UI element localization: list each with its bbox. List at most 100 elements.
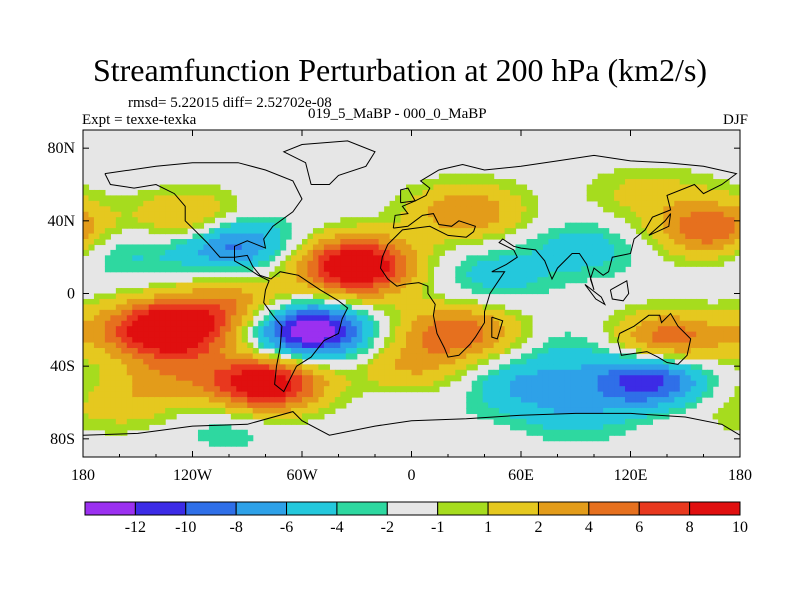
field-cell — [110, 369, 117, 376]
field-cell — [597, 249, 604, 256]
field-cell — [499, 337, 506, 344]
field-cell — [707, 309, 714, 316]
field-cell — [274, 353, 281, 360]
field-cell — [619, 260, 626, 267]
field-cell — [219, 326, 226, 333]
field-cell — [608, 397, 615, 404]
field-cell — [373, 233, 380, 240]
field-cell — [225, 380, 232, 387]
field-cell — [247, 277, 254, 284]
field-cell — [564, 413, 571, 420]
field-cell — [734, 206, 740, 213]
field-cell — [581, 369, 588, 376]
field-cell — [619, 413, 626, 420]
field-cell — [318, 244, 325, 251]
field-cell — [230, 413, 237, 420]
field-cell — [526, 206, 533, 213]
field-cell — [104, 326, 111, 333]
field-cell — [619, 249, 626, 256]
field-cell — [449, 195, 456, 202]
field-cell — [690, 189, 697, 196]
field-cell — [663, 304, 670, 311]
field-cell — [345, 277, 352, 284]
field-cell — [400, 282, 407, 289]
field-cell — [548, 228, 555, 235]
field-cell — [542, 348, 549, 355]
field-cell — [395, 320, 402, 327]
field-cell — [510, 402, 517, 409]
field-cell — [165, 402, 172, 409]
field-cell — [718, 304, 725, 311]
field-cell — [531, 249, 539, 256]
field-cell — [630, 386, 637, 393]
field-cell — [214, 380, 221, 387]
field-cell — [384, 233, 391, 240]
field-cell — [641, 337, 648, 344]
field-cell — [548, 233, 555, 240]
field-cell — [455, 358, 462, 365]
field-cell — [203, 200, 210, 207]
field-cell — [444, 217, 451, 224]
field-cell — [389, 233, 396, 240]
field-cell — [707, 315, 714, 322]
field-cell — [674, 222, 681, 229]
field-cell — [690, 342, 697, 349]
field-cell — [203, 293, 210, 300]
field-cell — [302, 288, 309, 295]
field-cell — [176, 211, 183, 218]
field-cell — [466, 255, 473, 262]
field-cell — [285, 255, 292, 262]
field-cell — [126, 309, 133, 316]
field-cell — [729, 309, 736, 316]
field-cell — [652, 304, 659, 311]
field-cell — [143, 418, 150, 425]
field-cell — [208, 195, 215, 202]
field-cell — [263, 337, 270, 344]
colorbar-label: -6 — [280, 519, 293, 536]
field-cell — [635, 228, 643, 235]
field-cell — [619, 173, 626, 180]
field-cell — [559, 255, 566, 262]
field-cell — [723, 309, 730, 316]
field-cell — [570, 342, 577, 349]
field-cell — [646, 315, 653, 322]
field-cell — [646, 326, 653, 333]
field-cell — [515, 320, 522, 327]
field-cell — [219, 348, 226, 355]
field-cell — [110, 255, 117, 262]
field-cell — [515, 386, 522, 393]
field-cell — [460, 173, 467, 180]
field-cell — [274, 266, 281, 273]
field-cell — [208, 233, 215, 240]
field-cell — [143, 211, 150, 218]
field-cell — [307, 282, 314, 289]
field-cell — [187, 239, 194, 246]
field-cell — [384, 260, 391, 267]
field-cell — [99, 304, 106, 311]
field-cell — [187, 380, 194, 387]
field-cell — [652, 189, 659, 196]
field-cell — [597, 189, 604, 196]
field-cell — [422, 337, 429, 344]
field-cell — [531, 402, 539, 409]
field-cell — [236, 304, 243, 311]
field-cell — [537, 288, 544, 295]
field-cell — [225, 391, 232, 398]
field-cell — [466, 211, 473, 218]
field-cell — [192, 244, 199, 251]
field-cell — [564, 228, 571, 235]
field-cell — [296, 348, 303, 355]
field-cell — [258, 298, 265, 305]
field-cell — [104, 369, 111, 376]
field-cell — [192, 326, 199, 333]
field-cell — [718, 413, 725, 420]
field-cell — [296, 255, 303, 262]
field-cell — [247, 304, 254, 311]
field-cell — [559, 375, 566, 382]
field-cell — [302, 298, 309, 305]
field-cell — [564, 244, 571, 251]
field-cell — [115, 326, 122, 333]
field-cell — [597, 413, 604, 420]
field-cell — [685, 380, 692, 387]
field-cell — [373, 260, 380, 267]
